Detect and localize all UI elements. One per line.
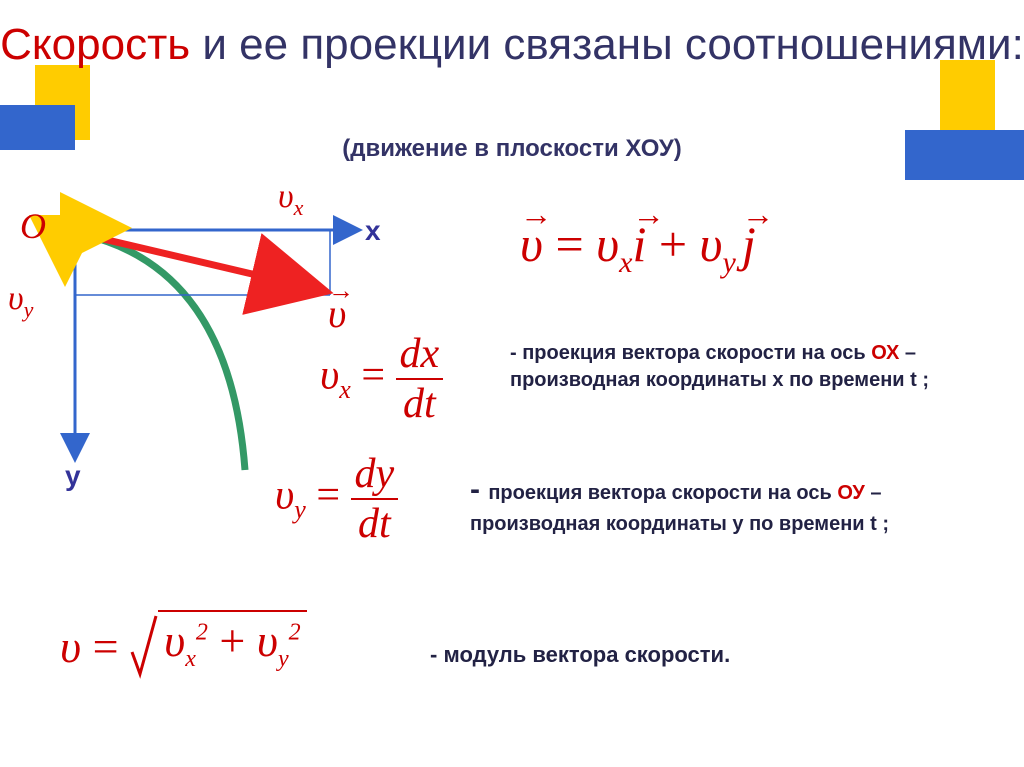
y-axis-label: у bbox=[65, 460, 81, 492]
desc-vy: - проекция вектора скорости на ось ОУ – … bbox=[470, 470, 1010, 538]
desc-modulus: - модуль вектора скорости. bbox=[430, 640, 990, 670]
equation-modulus: υ = υx2 + υy2 bbox=[60, 610, 307, 682]
x-axis-label: х bbox=[365, 215, 381, 247]
vx-label: υx bbox=[278, 178, 303, 221]
vy-label: υy bbox=[8, 280, 33, 323]
slide-subtitle: (движение в плоскости ХОУ) bbox=[0, 135, 1024, 163]
slide-title: Скорость и ее проекции связаны соотношен… bbox=[0, 20, 1024, 71]
desc-vx: - проекция вектора скорости на ось ОХ – … bbox=[510, 340, 1000, 394]
equation-vector: υ = υxi + υyj bbox=[520, 215, 756, 280]
title-rest: и ее проекции связаны соотношениями: bbox=[190, 20, 1024, 69]
origin-label: О bbox=[20, 205, 46, 247]
equation-vy: υy = dydt bbox=[275, 450, 398, 548]
equation-vx: υx = dxdt bbox=[320, 330, 443, 428]
title-highlight: Скорость bbox=[0, 20, 190, 69]
